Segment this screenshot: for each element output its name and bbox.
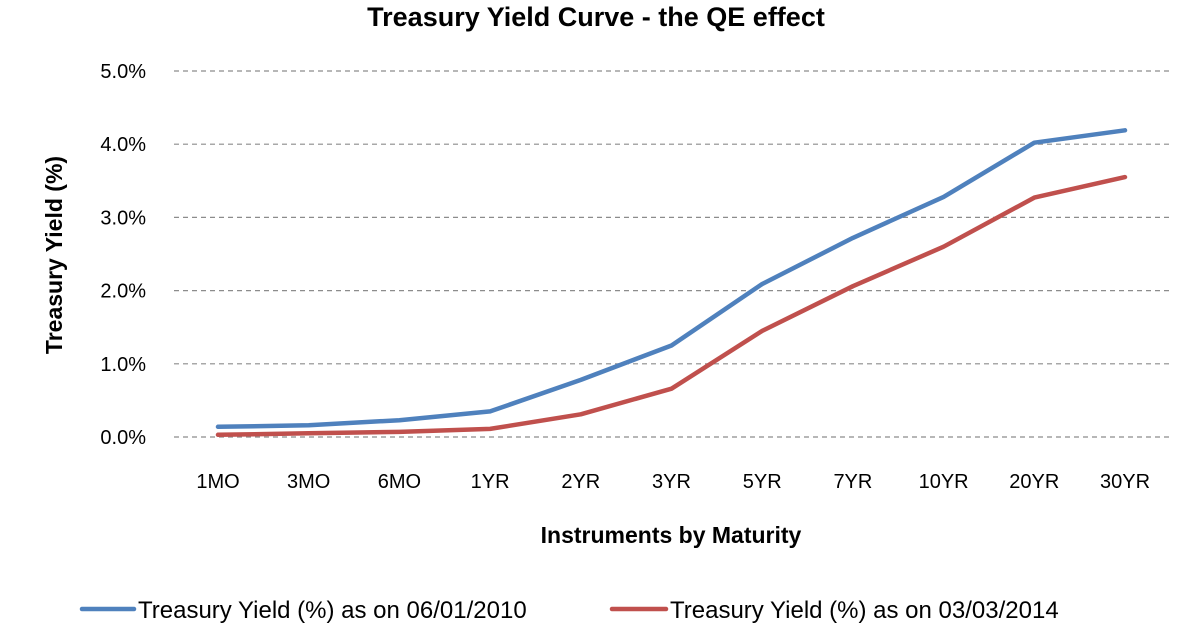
x-tick-label: 1YR	[471, 471, 510, 493]
legend: Treasury Yield (%) as on 06/01/2010 Treas…	[79, 597, 1059, 624]
legend-label-2: Treasury Yield (%) as on 03/03/2014	[670, 597, 1059, 624]
x-tick-label: 20YR	[1009, 471, 1059, 493]
legend-label-1: Treasury Yield (%) as on 06/01/2010	[138, 597, 527, 624]
x-tick-label: 5YR	[743, 471, 782, 493]
x-tick-label: 6MO	[378, 471, 421, 493]
x-tick-label: 10YR	[919, 471, 969, 493]
x-tick-label: 7YR	[833, 471, 872, 493]
x-tick-label: 2YR	[561, 471, 600, 493]
x-axis-title: Instruments by Maturity	[541, 522, 802, 548]
series-lines	[215, 128, 1128, 438]
series-line-1	[215, 128, 1128, 430]
y-axis-title: Treasury Yield (%)	[41, 156, 67, 354]
chart-title: Treasury Yield Curve - the QE effect	[367, 2, 825, 32]
x-tick-label: 3MO	[287, 471, 330, 493]
y-tick-label: 0.0%	[100, 427, 146, 449]
x-tick-label: 30YR	[1100, 471, 1150, 493]
series-line-2	[215, 174, 1128, 438]
y-tick-label: 5.0%	[100, 61, 146, 83]
x-axis-tick-labels: 1MO 3MO 6MO 1YR 2YR 3YR 5YR 7YR 10YR 20YR 30YR	[196, 471, 1150, 493]
y-tick-label: 3.0%	[100, 207, 146, 229]
x-tick-label: 3YR	[652, 471, 691, 493]
x-tick-label: 1MO	[196, 471, 239, 493]
y-tick-label: 4.0%	[100, 134, 146, 156]
y-axis-tick-labels: 0.0% 1.0% 2.0% 3.0% 4.0% 5.0%	[100, 61, 146, 449]
gridlines	[174, 70, 1172, 438]
y-tick-label: 1.0%	[100, 354, 146, 376]
y-tick-label: 2.0%	[100, 281, 146, 303]
